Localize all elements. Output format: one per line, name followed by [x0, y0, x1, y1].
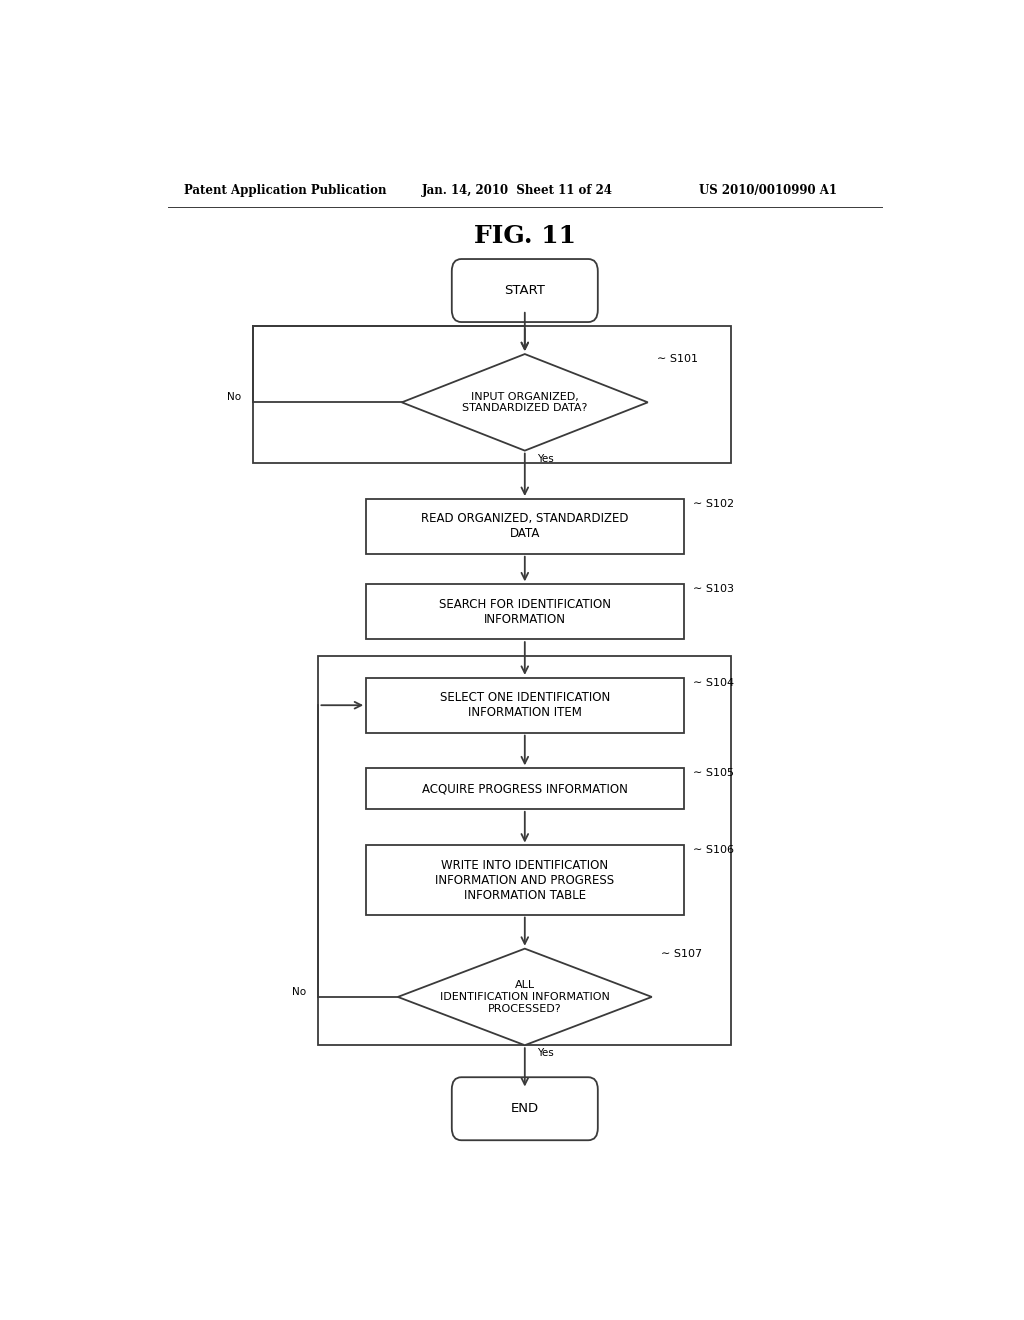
Text: No: No	[227, 392, 242, 403]
Bar	[367, 585, 684, 639]
Text: ∼ S101: ∼ S101	[657, 354, 698, 364]
Bar	[253, 326, 731, 463]
FancyBboxPatch shape	[452, 259, 598, 322]
Text: ACQUIRE PROGRESS INFORMATION: ACQUIRE PROGRESS INFORMATION	[422, 781, 628, 795]
Text: READ ORGANIZED, STANDARDIZED
DATA: READ ORGANIZED, STANDARDIZED DATA	[421, 512, 629, 540]
Bar	[367, 677, 684, 733]
Text: Jan. 14, 2010  Sheet 11 of 24: Jan. 14, 2010 Sheet 11 of 24	[422, 183, 612, 197]
Text: FIG. 11: FIG. 11	[474, 223, 575, 248]
Text: ∼ S105: ∼ S105	[693, 768, 734, 779]
Text: WRITE INTO IDENTIFICATION
INFORMATION AND PROGRESS
INFORMATION TABLE: WRITE INTO IDENTIFICATION INFORMATION AN…	[435, 858, 614, 902]
Text: ∼ S107: ∼ S107	[662, 949, 702, 958]
Bar	[367, 846, 684, 915]
Bar	[367, 499, 684, 554]
Text: ∼ S102: ∼ S102	[693, 499, 734, 510]
Bar	[318, 656, 731, 1044]
Text: ∼ S103: ∼ S103	[693, 585, 734, 594]
Text: INPUT ORGANIZED,
STANDARDIZED DATA?: INPUT ORGANIZED, STANDARDIZED DATA?	[462, 392, 588, 413]
Text: SEARCH FOR IDENTIFICATION
INFORMATION: SEARCH FOR IDENTIFICATION INFORMATION	[439, 598, 610, 626]
Text: ∼ S104: ∼ S104	[693, 677, 734, 688]
Text: Yes: Yes	[537, 1048, 553, 1059]
FancyBboxPatch shape	[452, 1077, 598, 1140]
Text: SELECT ONE IDENTIFICATION
INFORMATION ITEM: SELECT ONE IDENTIFICATION INFORMATION IT…	[439, 692, 610, 719]
Text: START: START	[505, 284, 545, 297]
Text: No: No	[293, 987, 306, 997]
Text: END: END	[511, 1102, 539, 1115]
Polygon shape	[401, 354, 648, 450]
Text: Yes: Yes	[537, 454, 553, 463]
Text: ∼ S106: ∼ S106	[693, 846, 734, 855]
Text: ALL
IDENTIFICATION INFORMATION
PROCESSED?: ALL IDENTIFICATION INFORMATION PROCESSED…	[440, 981, 609, 1014]
Text: US 2010/0010990 A1: US 2010/0010990 A1	[699, 183, 838, 197]
Text: Patent Application Publication: Patent Application Publication	[183, 183, 386, 197]
Bar	[367, 768, 684, 809]
Polygon shape	[397, 949, 652, 1045]
